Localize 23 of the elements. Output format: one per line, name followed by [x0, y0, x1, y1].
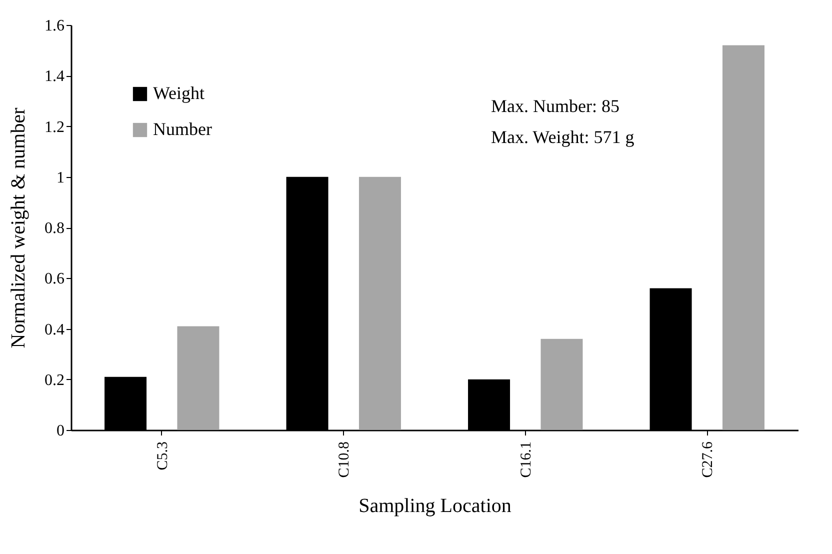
- bar: [722, 45, 764, 430]
- y-tick-label: 0.4: [44, 321, 64, 338]
- x-tick-label: C27.6: [700, 441, 716, 478]
- legend-label: Number: [153, 119, 212, 139]
- bar: [358, 176, 401, 430]
- legend-label: Weight: [153, 83, 205, 103]
- x-tick-label: C10.8: [336, 442, 353, 478]
- y-tick-label: 0.2: [44, 372, 64, 389]
- y-tick-label: 1.2: [44, 118, 64, 136]
- bar: [177, 326, 220, 430]
- annotation: Max. Weight: 571 g: [491, 127, 634, 147]
- y-axis-title: Normalized weight & number: [8, 107, 30, 348]
- x-tick-label: C16.1: [518, 442, 534, 478]
- x-tick-label: C5.3: [154, 442, 171, 470]
- y-tick-label: 0.8: [44, 220, 64, 237]
- y-tick-label: 0: [56, 422, 64, 440]
- x-axis-title: Sampling Location: [358, 494, 512, 517]
- bar: [540, 338, 583, 430]
- y-tick-label: 0.6: [44, 270, 64, 288]
- y-tick-label: 1.4: [44, 68, 64, 86]
- annotation: Max. Number: 85: [491, 96, 620, 116]
- y-tick-label: 1.6: [44, 18, 64, 34]
- y-tick-label: 1: [56, 169, 64, 186]
